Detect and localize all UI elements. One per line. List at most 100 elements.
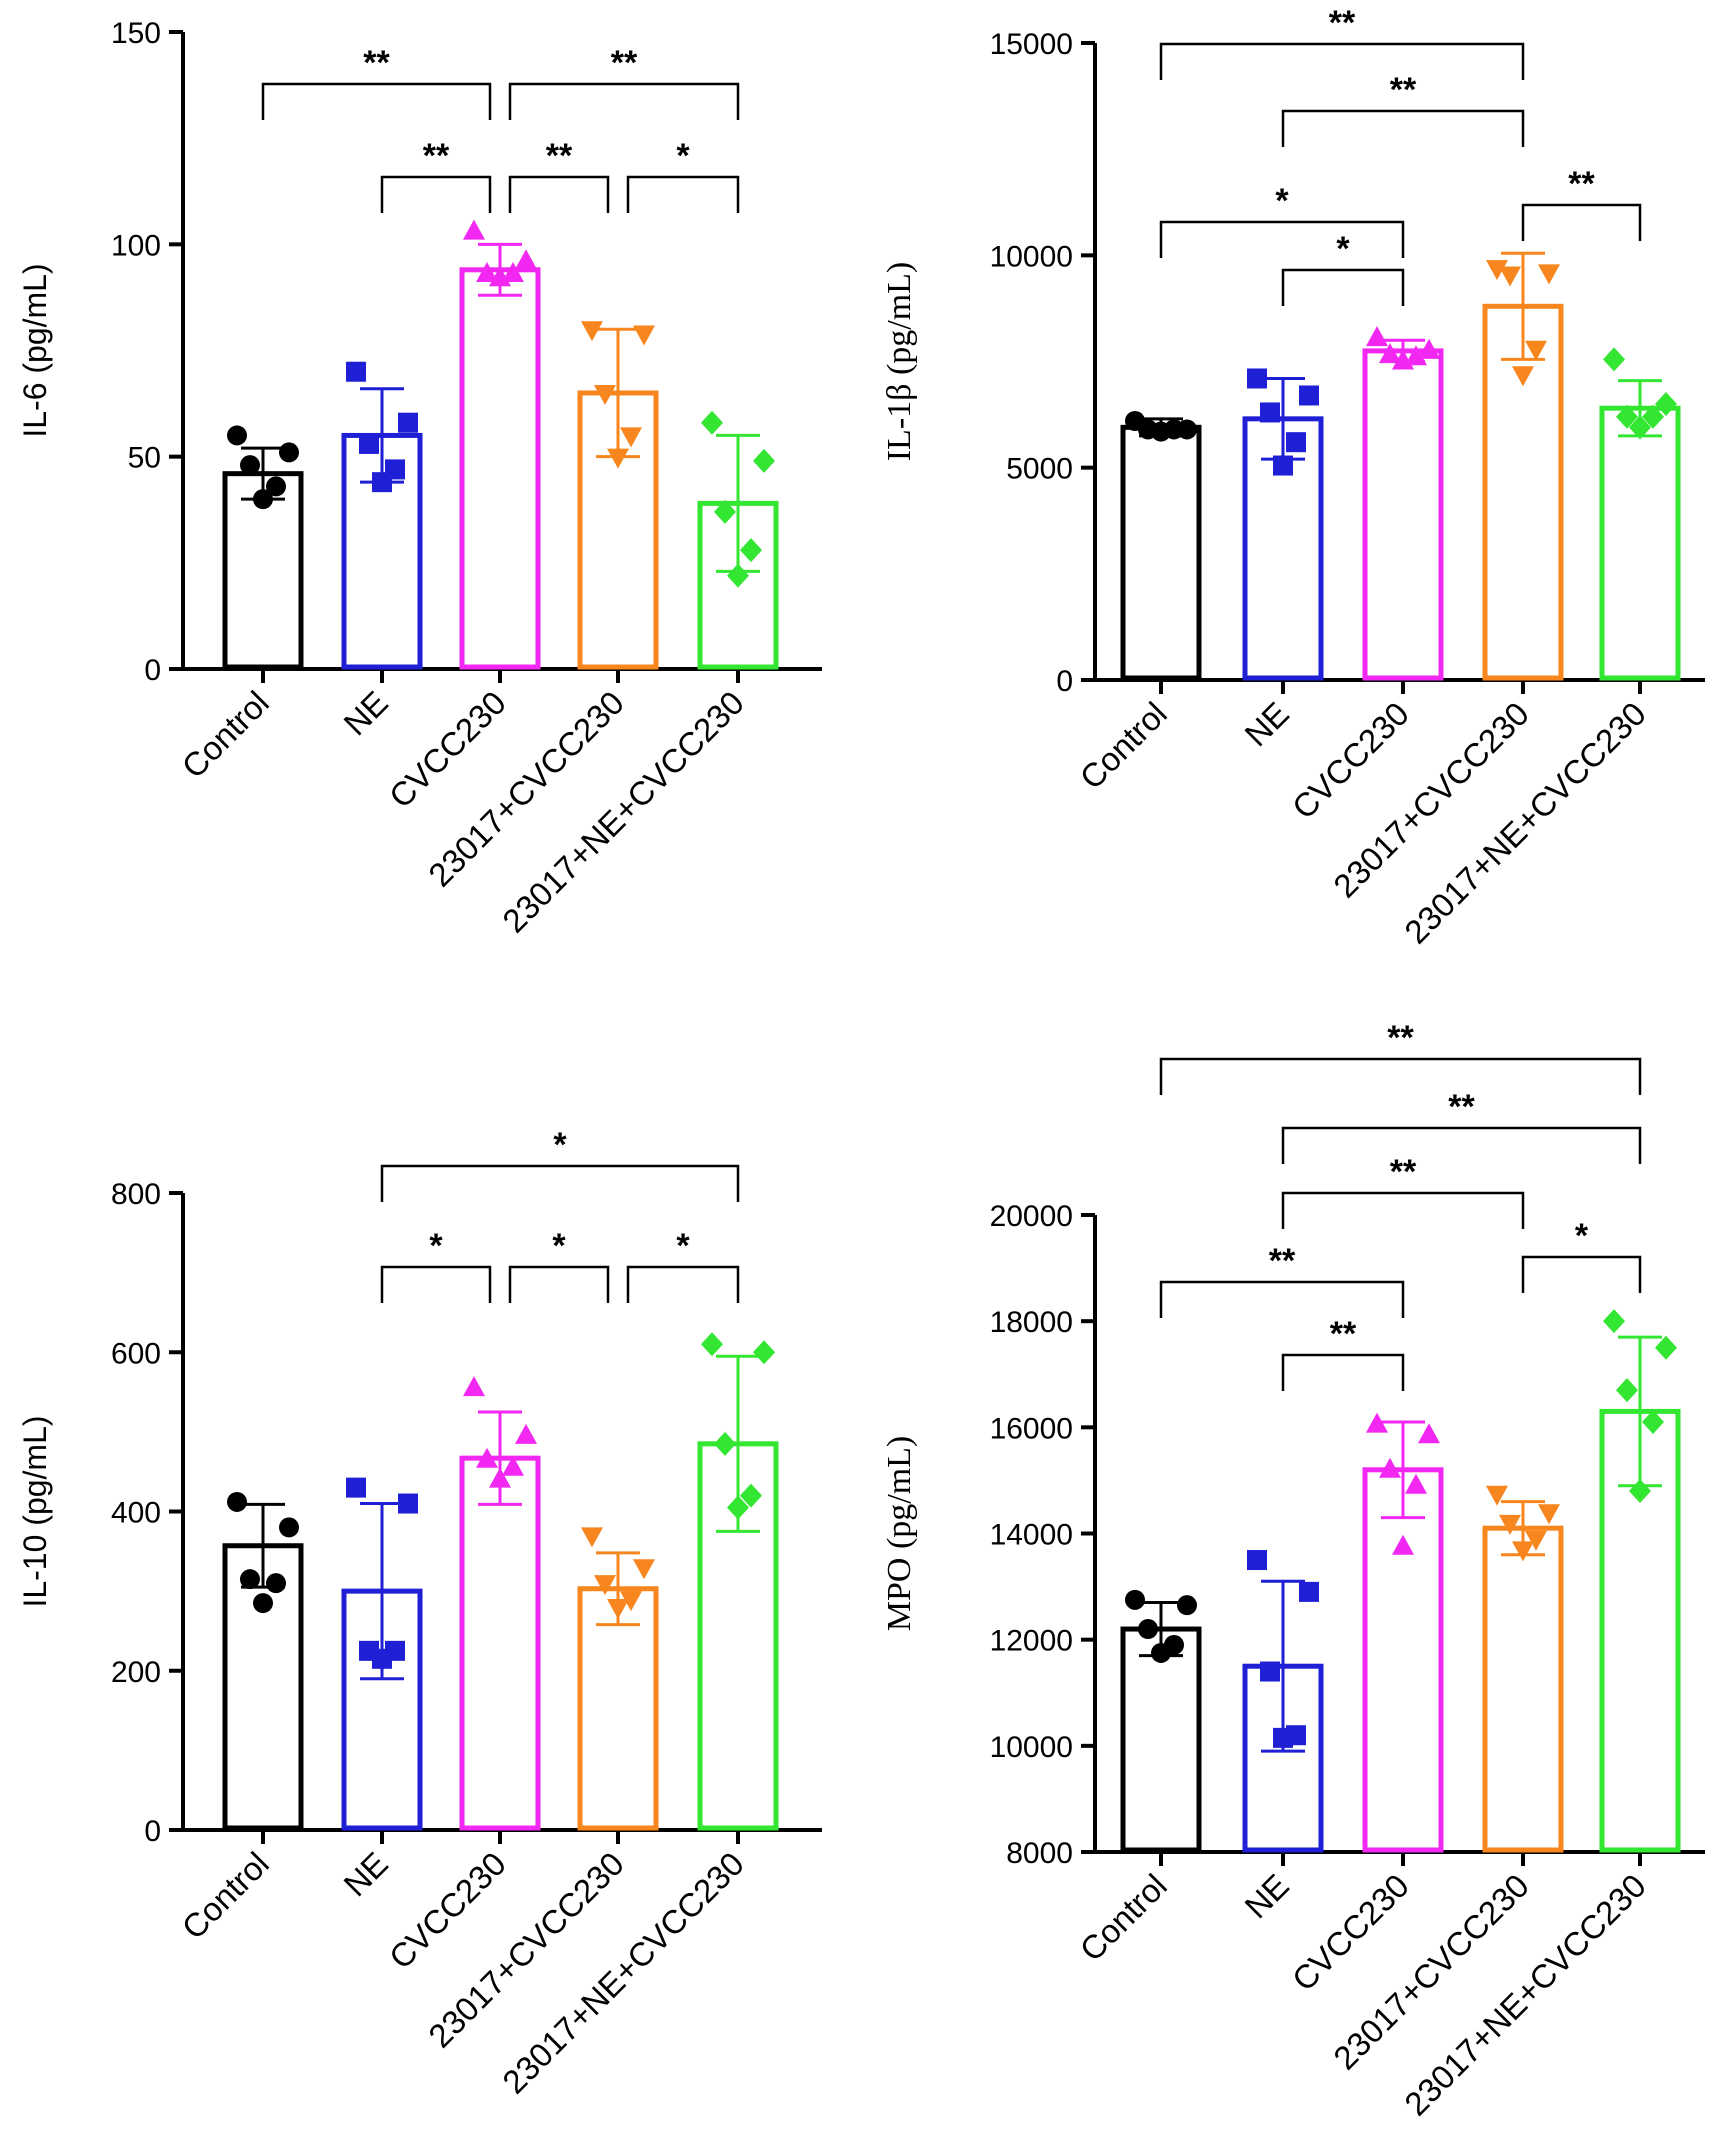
data-point <box>266 476 286 497</box>
significance-label: * <box>552 1227 566 1265</box>
data-point <box>753 448 775 473</box>
data-point <box>1273 1727 1293 1748</box>
data-point <box>398 412 418 433</box>
panel-il1b: 0 5000 10000 15000 IL-1β (pg/mL) Control NECVC… <box>881 4 1705 951</box>
significance-bracket <box>261 82 492 120</box>
data-point <box>620 1591 642 1612</box>
bar-23017+CVCC230 <box>1482 1525 1564 1853</box>
significance-bracket <box>626 1265 740 1303</box>
significance-bracket <box>380 175 492 213</box>
data-point <box>1655 391 1677 416</box>
data-point <box>279 1517 299 1538</box>
significance-label: * <box>676 137 690 175</box>
data-point <box>1603 1309 1625 1334</box>
data-point <box>253 489 273 510</box>
significance-bracket <box>626 175 740 213</box>
bar-CVCC230 <box>1362 1467 1444 1853</box>
significance-label: ** <box>1329 4 1356 42</box>
data-point <box>346 1477 366 1498</box>
data-point <box>1379 343 1401 364</box>
data-point <box>463 1376 485 1397</box>
data-point <box>581 1527 603 1548</box>
data-point <box>372 1648 392 1669</box>
data-point <box>240 1569 260 1590</box>
data-point <box>1616 1378 1638 1403</box>
y-tick-label: 400 <box>111 1497 161 1530</box>
data-point <box>476 262 498 283</box>
category-label: 23017+NE+CVCC230 <box>1397 1867 1653 2123</box>
data-point <box>476 1447 498 1468</box>
significance-bracket <box>1159 42 1525 80</box>
significance-bracket <box>1281 1126 1642 1164</box>
data-point <box>607 1599 629 1620</box>
data-point <box>1499 1514 1521 1535</box>
data-point <box>1366 326 1388 347</box>
y-tick-label: 0 <box>144 654 161 687</box>
y-tick-label: 100 <box>111 229 161 262</box>
bar-23017+CVCC230 <box>1482 303 1564 681</box>
data-point <box>240 455 260 476</box>
data-point <box>727 1495 749 1520</box>
data-point <box>727 563 749 588</box>
y-tick-label: 800 <box>111 1178 161 1211</box>
significance-label: ** <box>423 137 450 175</box>
data-point <box>1629 415 1651 440</box>
data-point <box>701 1332 723 1357</box>
data-point <box>1603 347 1625 372</box>
data-point <box>1418 1423 1440 1444</box>
y-tick-label: 0 <box>1056 665 1073 698</box>
significance-bracket <box>1159 1057 1642 1095</box>
panel-mpo: 8000 10000 12000 14000 16000 18000 20000 MPO (p… <box>881 1019 1705 2123</box>
y-axis-label: IL-1β (pg/mL) <box>881 262 918 462</box>
data-point <box>740 538 762 563</box>
data-point <box>1379 1457 1401 1478</box>
bar-23017+NE+CVCC230 <box>1599 405 1681 681</box>
category-label: CVCC230 <box>1285 695 1416 826</box>
y-tick-label: 10000 <box>990 240 1073 273</box>
significance-bracket <box>508 1265 610 1303</box>
y-tick-label: 50 <box>128 442 161 475</box>
significance-bracket <box>1281 268 1405 306</box>
y-tick-label: 20000 <box>990 1200 1073 1233</box>
data-point <box>1655 1335 1677 1360</box>
data-point <box>502 262 524 283</box>
data-point <box>1299 1581 1319 1602</box>
data-point <box>1405 1473 1427 1494</box>
data-point <box>1260 1661 1280 1682</box>
data-point <box>253 1593 273 1614</box>
significance-bracket <box>508 175 610 213</box>
category-label: Control <box>175 1845 276 1946</box>
y-axis-label: IL-6 (pg/mL) <box>17 263 53 437</box>
significance-label: ** <box>1269 1242 1296 1280</box>
y-tick-label: 200 <box>111 1656 161 1689</box>
data-point <box>581 321 603 342</box>
significance-bracket <box>1281 109 1525 147</box>
significance-label: * <box>429 1227 443 1265</box>
data-point <box>1616 404 1638 429</box>
significance-label: ** <box>611 44 638 82</box>
bar-CVCC230 <box>459 267 541 670</box>
data-point <box>1525 1530 1547 1551</box>
data-point <box>1405 345 1427 366</box>
data-point <box>1499 266 1521 287</box>
y-tick-label: 600 <box>111 1337 161 1370</box>
data-point <box>372 472 392 493</box>
category-label: NE <box>336 1845 395 1904</box>
data-point <box>489 1467 511 1488</box>
data-point <box>502 1455 524 1476</box>
data-point <box>1538 264 1560 285</box>
data-point <box>1125 1589 1145 1610</box>
data-point <box>1151 1642 1171 1663</box>
bar-CVCC230 <box>1362 348 1444 681</box>
data-point <box>1642 404 1664 429</box>
significance-label: * <box>1336 230 1350 268</box>
data-point <box>279 442 299 463</box>
data-point <box>594 1575 616 1596</box>
data-point <box>633 1559 655 1580</box>
data-point <box>1512 366 1534 387</box>
significance-label: ** <box>1390 71 1417 109</box>
data-point <box>1247 368 1267 389</box>
